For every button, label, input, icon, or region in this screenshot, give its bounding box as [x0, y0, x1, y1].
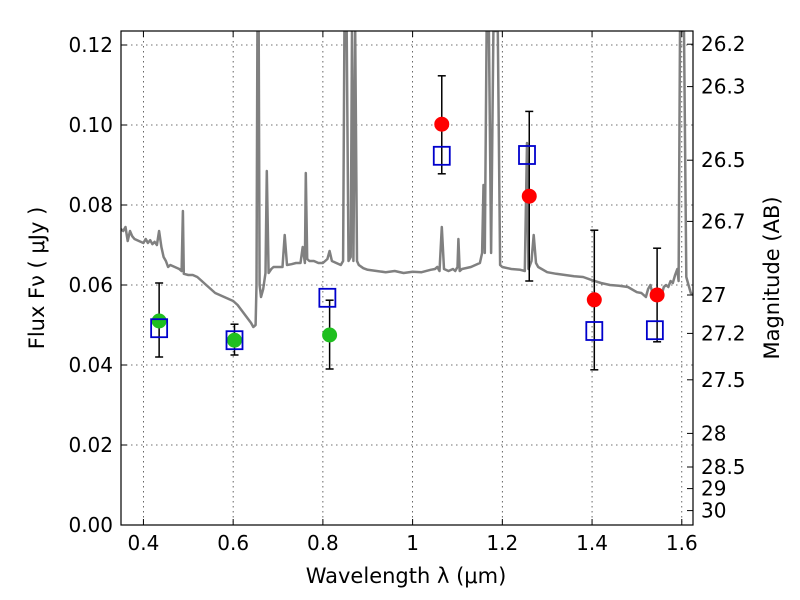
photometry-point — [649, 287, 665, 303]
x-tick-label: 1.4 — [576, 531, 608, 555]
plot-frame — [120, 30, 694, 526]
y-tick-label: 0.02 — [68, 433, 113, 457]
x-tick-label: 1 — [406, 531, 419, 555]
model-square-marker — [318, 287, 337, 308]
y-tick-label: 0.10 — [68, 113, 113, 137]
photometry-point — [434, 116, 450, 132]
plot-area — [121, 31, 693, 371]
x-tick-label: 0.6 — [217, 531, 249, 555]
spectrum-line — [121, 31, 693, 329]
y2-tick-label: 27.5 — [701, 368, 746, 392]
photometry-point — [227, 332, 243, 348]
y2-axis-label: Magnitude (AB) — [760, 196, 784, 359]
y-tick-label: 0.04 — [68, 353, 113, 377]
model-square-marker — [432, 145, 451, 166]
y2-tick-label: 28.5 — [701, 455, 746, 479]
y-tick-label: 0.00 — [68, 513, 113, 537]
axes-layer: 0.4 0.6 0.8 1 1.2 1.4 1.6 0.00 0.02 0.04 0.06 0.08 0… — [68, 30, 746, 555]
y2-tick-label: 27 — [701, 283, 726, 307]
photometry-point — [151, 313, 167, 329]
y2-tick-label: 29 — [701, 477, 726, 501]
labels-layer: Wavelength λ (μm) Flux Fν ( μJy ) Magnit… — [25, 196, 784, 588]
y2-tick-label: 26.2 — [701, 32, 746, 56]
x-tick-label: 0.4 — [128, 531, 160, 555]
model-square-marker — [518, 145, 536, 165]
x-tick-label: 0.8 — [307, 531, 339, 555]
grid-layer — [121, 31, 693, 526]
y2-tick-label: 26.3 — [701, 75, 746, 99]
model-square-marker — [150, 318, 169, 339]
x-tick-label: 1.6 — [666, 531, 698, 555]
y-tick-label: 0.06 — [68, 273, 113, 297]
y2-tick-label: 26.7 — [701, 209, 746, 233]
model-square-marker — [645, 320, 664, 341]
x-axis-label: Wavelength λ (μm) — [306, 564, 507, 588]
model-square-marker — [225, 330, 244, 351]
y2-tick-label: 27.2 — [701, 321, 746, 345]
y-tick-label: 0.08 — [68, 193, 113, 217]
y-axis-label: Flux Fν ( μJy ) — [25, 207, 49, 350]
y-tick-label: 0.12 — [68, 33, 113, 57]
x-tick-label: 1.2 — [486, 531, 518, 555]
photometry-point — [521, 188, 537, 204]
photometry-point — [586, 292, 602, 308]
y2-tick-label: 28 — [701, 421, 726, 445]
model-square-marker — [585, 321, 604, 341]
photometry-point — [322, 327, 338, 343]
y2-tick-label: 26.5 — [701, 148, 746, 172]
y2-tick-label: 30 — [701, 499, 726, 523]
